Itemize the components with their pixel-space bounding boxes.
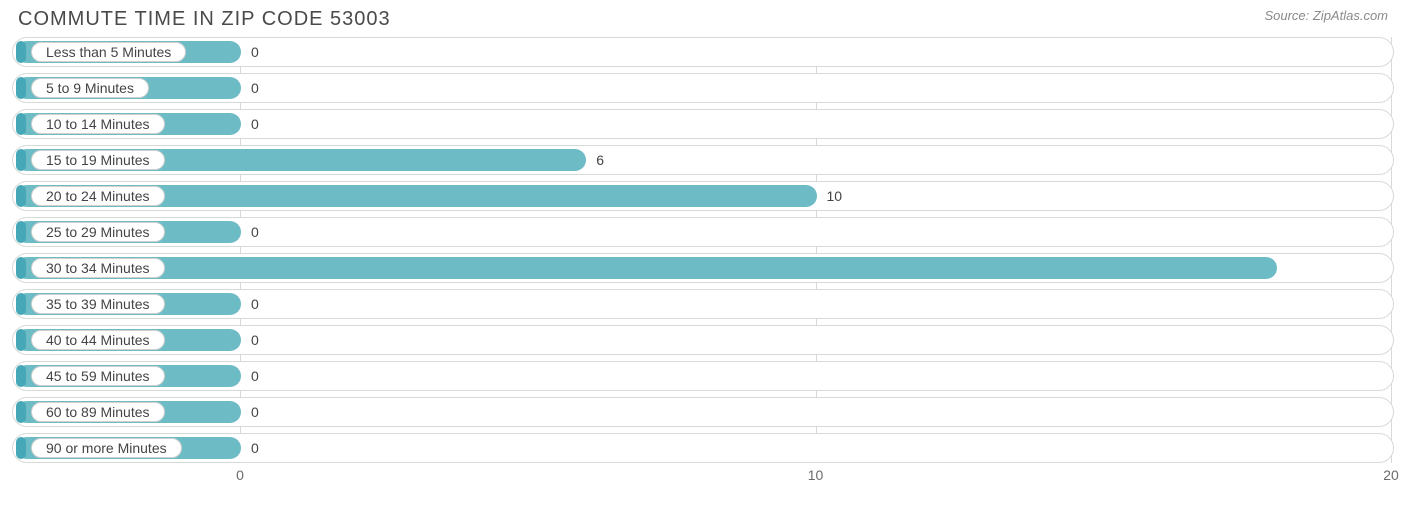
category-pill: 90 or more Minutes	[31, 438, 182, 458]
category-pill: 15 to 19 Minutes	[31, 150, 165, 170]
category-label: 25 to 29 Minutes	[46, 224, 150, 240]
category-label: 20 to 24 Minutes	[46, 188, 150, 204]
bar-track: 45 to 59 Minutes 0	[12, 361, 1394, 391]
value-label: 0	[251, 74, 259, 102]
category-label: Less than 5 Minutes	[46, 44, 171, 60]
bar-track: 20 to 24 Minutes 10	[12, 181, 1394, 211]
bar-accent	[16, 41, 26, 63]
value-label: 0	[251, 218, 259, 246]
header: COMMUTE TIME IN ZIP CODE 53003 Source: Z…	[0, 0, 1406, 37]
chart-title: COMMUTE TIME IN ZIP CODE 53003	[18, 8, 391, 31]
value-label: 0	[251, 398, 259, 426]
bar-accent	[16, 401, 26, 423]
x-tick: 0	[236, 467, 244, 483]
category-pill: 40 to 44 Minutes	[31, 330, 165, 350]
bar-accent	[16, 77, 26, 99]
x-axis: 01020	[12, 467, 1394, 497]
category-label: 15 to 19 Minutes	[46, 152, 150, 168]
bar-accent	[16, 257, 26, 279]
category-pill: 25 to 29 Minutes	[31, 222, 165, 242]
value-label: 0	[251, 434, 259, 462]
x-tick: 20	[1383, 467, 1399, 483]
value-label: 0	[251, 362, 259, 390]
value-label: 0	[251, 38, 259, 66]
category-pill: 5 to 9 Minutes	[31, 78, 149, 98]
bar-track: 25 to 29 Minutes 0	[12, 217, 1394, 247]
category-pill: 10 to 14 Minutes	[31, 114, 165, 134]
value-label: 10	[827, 182, 843, 210]
category-pill: 30 to 34 Minutes	[31, 258, 165, 278]
category-label: 60 to 89 Minutes	[46, 404, 150, 420]
bar-accent	[16, 329, 26, 351]
bar-accent	[16, 437, 26, 459]
bar-track: 10 to 14 Minutes 0	[12, 109, 1394, 139]
category-label: 5 to 9 Minutes	[46, 80, 134, 96]
bar-track: 90 or more Minutes 0	[12, 433, 1394, 463]
category-pill: 35 to 39 Minutes	[31, 294, 165, 314]
chart-area: Less than 5 Minutes05 to 9 Minutes010 to…	[0, 37, 1406, 497]
bar-track: Less than 5 Minutes 0	[12, 37, 1394, 67]
gridline	[1391, 37, 1392, 463]
bar-accent	[16, 113, 26, 135]
x-tick: 10	[808, 467, 824, 483]
category-label: 90 or more Minutes	[46, 440, 167, 456]
value-label: 0	[251, 290, 259, 318]
value-label: 18	[1363, 254, 1379, 282]
value-label: 0	[251, 110, 259, 138]
bar-track: 35 to 39 Minutes 0	[12, 289, 1394, 319]
category-pill: 20 to 24 Minutes	[31, 186, 165, 206]
bar-accent	[16, 293, 26, 315]
bar-track: 60 to 89 Minutes 0	[12, 397, 1394, 427]
category-pill: 60 to 89 Minutes	[31, 402, 165, 422]
category-label: 35 to 39 Minutes	[46, 296, 150, 312]
bar-track: 40 to 44 Minutes 0	[12, 325, 1394, 355]
category-pill: Less than 5 Minutes	[31, 42, 186, 62]
bar-fill	[16, 257, 1277, 279]
bar-accent	[16, 365, 26, 387]
value-label: 0	[251, 326, 259, 354]
bar-accent	[16, 185, 26, 207]
bar-track: 5 to 9 Minutes 0	[12, 73, 1394, 103]
value-label: 6	[596, 146, 604, 174]
bar-accent	[16, 221, 26, 243]
category-pill: 45 to 59 Minutes	[31, 366, 165, 386]
bar-track: 15 to 19 Minutes 6	[12, 145, 1394, 175]
category-label: 10 to 14 Minutes	[46, 116, 150, 132]
chart-source: Source: ZipAtlas.com	[1264, 8, 1388, 23]
category-label: 40 to 44 Minutes	[46, 332, 150, 348]
bar-track: 30 to 34 Minutes 18	[12, 253, 1394, 283]
bar-accent	[16, 149, 26, 171]
category-label: 45 to 59 Minutes	[46, 368, 150, 384]
category-label: 30 to 34 Minutes	[46, 260, 150, 276]
